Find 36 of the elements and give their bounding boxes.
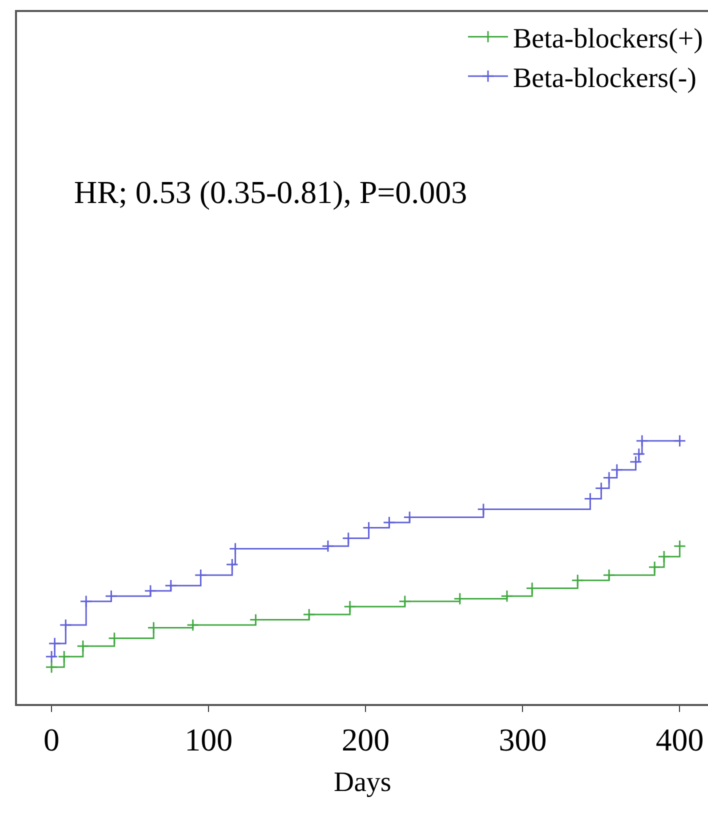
point [45,660,58,674]
point [186,618,200,632]
x-tick-label: 400 [656,721,704,758]
point [571,574,584,587]
point [382,516,396,529]
point [344,600,356,613]
point [636,434,648,448]
point [602,568,616,582]
text: HR; 0.53 (0.35-0.81), P=0.003 [74,174,468,210]
point [673,540,686,552]
point [398,595,412,608]
legend-label: Beta-blockers(+) [513,24,703,55]
point [59,618,72,632]
legend-label: Beta-blockers(-) [513,63,696,94]
point [58,650,70,663]
point [673,434,686,448]
point [302,608,316,621]
point [144,584,157,598]
point [658,550,670,563]
point [610,463,624,476]
point [45,650,58,663]
point [104,590,118,602]
x-tick-label: 200 [342,721,390,758]
x-tick-label: 0 [44,721,60,758]
point [322,540,334,552]
point [632,448,646,460]
point [164,579,178,592]
point [648,560,661,574]
x-tick-label: 100 [184,721,233,758]
point [80,595,92,608]
point [48,637,62,650]
point [500,590,514,602]
x-axis-title: Days [334,767,392,798]
point [76,640,90,652]
point [226,558,238,571]
x-tick-label: 300 [498,721,547,758]
